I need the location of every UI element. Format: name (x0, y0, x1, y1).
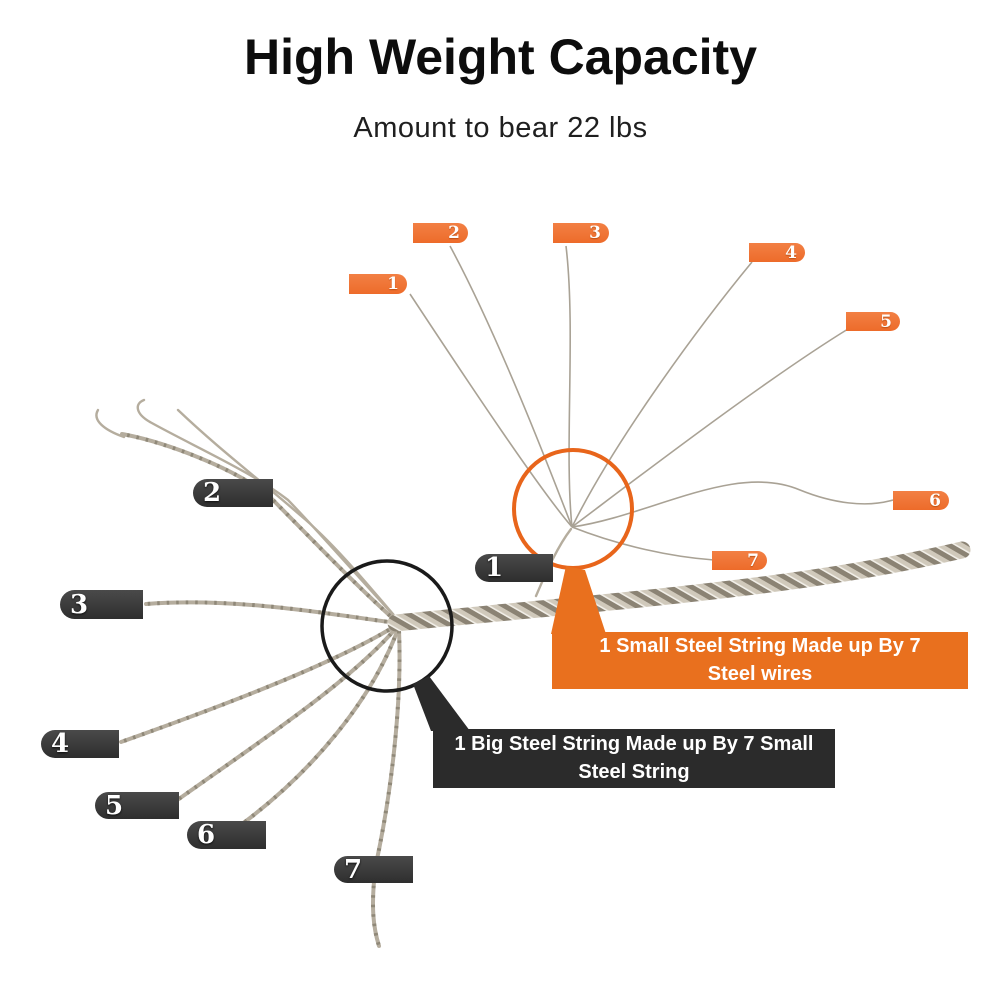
big-string-tag-1: 1 (475, 553, 553, 583)
big-string-tag-5: 5 (95, 791, 179, 821)
page-title: High Weight Capacity (243, 29, 757, 85)
main-cable (387, 541, 971, 632)
big-string-tag-2: 2 (193, 478, 273, 508)
small-callout-pointer (551, 566, 606, 634)
big-string-tag-3: 3 (60, 590, 143, 620)
small-string-tag-7: 7 (712, 551, 767, 571)
small-string-tag-4: 4 (749, 243, 805, 263)
small-string-callout: 1 Small Steel String Made up By 7 Steel … (552, 632, 968, 689)
small-string-circle (512, 448, 634, 570)
big-string-circle (320, 559, 454, 693)
small-string-riser (534, 527, 573, 598)
big-string-callout-line1: 1 Big Steel String Made up By 7 Small (454, 732, 814, 755)
big-callout-pointer (413, 676, 470, 731)
small-string-callout-line1: 1 Small Steel String Made up By 7 (599, 634, 921, 657)
big-string-tag-6: 6 (187, 820, 266, 850)
small-string-callout-line2: Steel wires (707, 662, 813, 685)
big-string-tag-7: 7 (334, 855, 413, 885)
big-string-callout-line2: Steel String (578, 760, 690, 783)
big-string-callout: 1 Big Steel String Made up By 7 Small St… (433, 729, 835, 788)
small-string-tag-2: 2 (413, 223, 468, 243)
small-string-wires (409, 245, 894, 561)
big-string-tag-4: 4 (41, 729, 119, 759)
small-string-tag-1: 1 (349, 274, 407, 294)
page-subtitle: Amount to bear 22 lbs (353, 112, 648, 144)
small-string-tag-5: 5 (846, 312, 900, 332)
small-string-tag-6: 6 (893, 491, 949, 511)
small-string-tag-3: 3 (553, 223, 609, 243)
